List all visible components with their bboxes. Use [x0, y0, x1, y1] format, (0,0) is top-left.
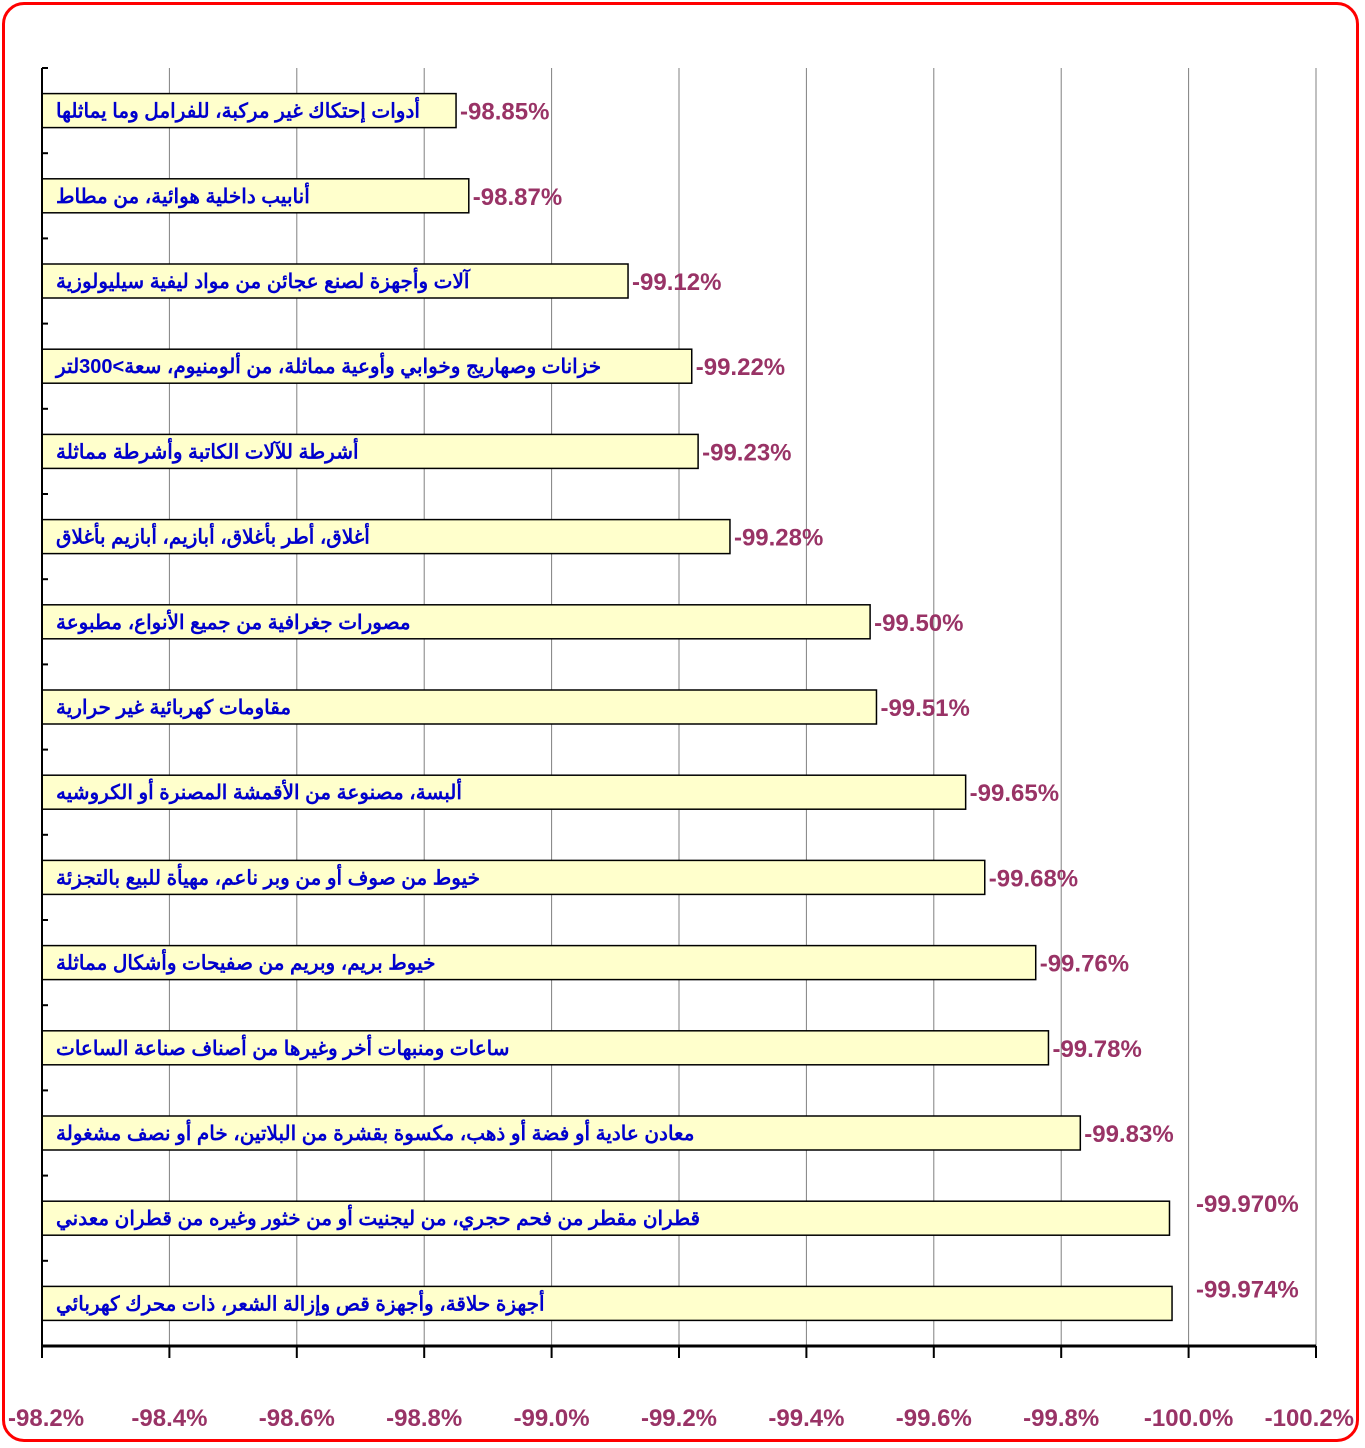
value-label: -99.76% [1040, 951, 1129, 978]
value-label: -98.87% [473, 184, 562, 211]
category-label: ساعات ومنبهات أخر وغيرها من أصناف صناعة … [56, 1034, 510, 1061]
value-label: -99.83% [1084, 1121, 1173, 1148]
value-label: -99.78% [1052, 1036, 1141, 1063]
category-label: أجهزة حلاقة، وأجهزة قص وإزالة الشعر، ذات… [56, 1289, 545, 1316]
bar [41, 859, 986, 896]
x-tick-label: -99.2% [641, 1405, 717, 1432]
x-tick-label: -99.0% [514, 1405, 590, 1432]
value-label: -99.51% [880, 695, 969, 722]
bar [41, 944, 1037, 981]
bar [41, 689, 878, 725]
bar [41, 1115, 1082, 1151]
category-label: أدوات إحتكاك غير مركبة، للفرامل وما يماث… [56, 97, 420, 124]
x-tick-label: -100.2% [1265, 1405, 1354, 1432]
bar [41, 604, 871, 640]
bars [41, 92, 1173, 1322]
value-label: -98.85% [460, 99, 549, 126]
x-tick-label: -99.8% [1023, 1405, 1099, 1432]
category-label: أنابيب داخلية هوائية، من مطاط [56, 182, 310, 209]
category-label: خيوط بريم، وبريم من صفيحات وأشكال مماثلة [56, 949, 435, 976]
value-label: -99.12% [632, 269, 721, 296]
x-tick-label: -98.8% [386, 1405, 462, 1432]
x-tick-label: -99.6% [896, 1405, 972, 1432]
bar [41, 1200, 1171, 1236]
x-tick-label: -100.0% [1144, 1405, 1233, 1432]
axes [41, 67, 1317, 1358]
x-tick-label: -98.4% [131, 1405, 207, 1432]
value-label: -99.50% [874, 610, 963, 637]
x-tick-label: -98.2% [8, 1405, 84, 1432]
bar [41, 1285, 1173, 1322]
labels: -98.2% -98.4% -98.6% -98.8% -99.0% -99.2% -99.… [8, 97, 1354, 1432]
category-label: أشرطة للآلات الكاتبة وأشرطة مماثلة [56, 437, 359, 464]
value-label: -99.970% [1196, 1191, 1299, 1218]
value-label: -99.23% [702, 439, 791, 466]
value-label: -99.28% [734, 525, 823, 552]
category-label: مصورات جغرافية من جميع الأنواع، مطبوعة [56, 609, 411, 635]
category-label: خزانات وصهاريج وخوابي وأوعية مماثلة، من … [54, 352, 601, 379]
value-label: -99.974% [1196, 1276, 1299, 1303]
x-tick-label: -98.6% [259, 1405, 335, 1432]
category-label: آلات وأجهزة لصنع عجائن من مواد ليفية سيل… [56, 267, 471, 294]
bar [41, 1030, 1050, 1066]
category-label: قطران مقطر من فحم حجري، من ليجنيت أو من … [56, 1204, 700, 1231]
category-label: أغلاق، أطر بأغلاق، أبازيم، أبازيم بأغلاق [56, 523, 370, 550]
category-label: خيوط من صوف أو من وبر ناعم، مهيأة للبيع … [56, 863, 480, 890]
category-label: ألبسة، مصنوعة من الأقمشة المصنرة أو الكر… [56, 778, 462, 805]
value-label: -99.68% [989, 865, 1078, 892]
category-label: مقاومات كهربائية غير حرارية [56, 697, 291, 720]
x-tick-label: -99.4% [768, 1405, 844, 1432]
category-label: معادن عادية أو فضة أو ذهب، مكسوة بقشرة م… [56, 1119, 694, 1146]
bar [41, 518, 731, 555]
value-label: -99.22% [696, 354, 785, 381]
value-label: -99.65% [970, 780, 1059, 807]
